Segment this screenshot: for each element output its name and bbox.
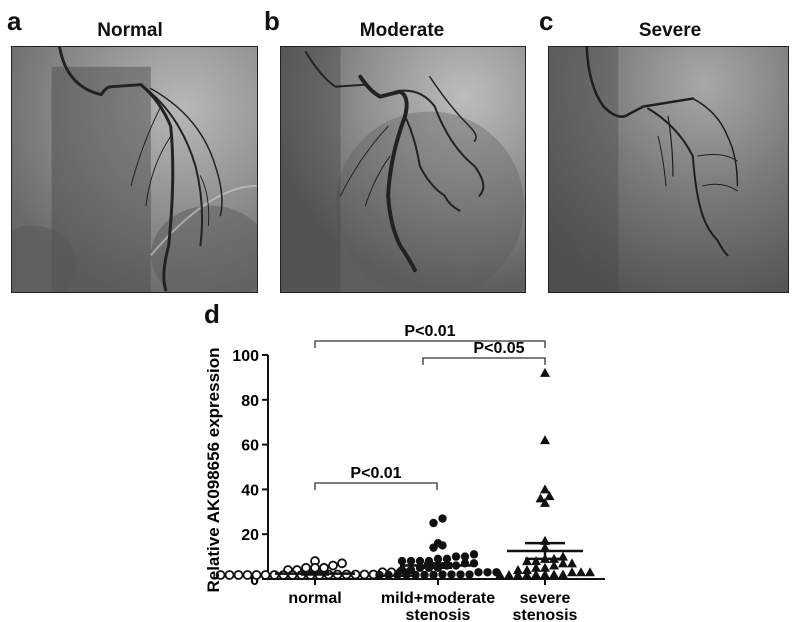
data-point-open-circle	[328, 560, 338, 571]
data-point-triangle	[495, 570, 505, 579]
data-point-open-circle	[359, 569, 370, 580]
panel-title-severe: Severe	[638, 20, 702, 41]
data-point-filled-circle	[393, 570, 402, 580]
panel-letter-d: d	[204, 299, 220, 329]
data-point-triangle	[504, 570, 514, 579]
data-point-filled-circle	[469, 550, 479, 559]
y-tick-label: 0	[250, 572, 259, 589]
y-tick-label: 100	[232, 348, 259, 365]
data-point-triangle	[513, 565, 523, 575]
data-point-triangle	[531, 562, 541, 572]
data-point-triangle	[522, 565, 532, 575]
data-point-triangle	[558, 558, 568, 568]
panel-title-normal: Normal	[97, 20, 163, 41]
y-tick-label: 60	[241, 438, 259, 455]
data-points	[215, 367, 595, 580]
panel-title-moderate: Moderate	[359, 20, 445, 41]
data-point-filled-circle	[375, 570, 384, 580]
data-point-filled-circle	[415, 556, 425, 566]
data-point-filled-circle	[456, 570, 465, 579]
data-point-filled-circle	[438, 514, 447, 523]
data-point-filled-circle	[402, 570, 411, 580]
y-tick-label: 20	[241, 527, 259, 544]
data-point-triangle	[585, 567, 595, 577]
data-point-filled-circle	[442, 554, 452, 564]
significance-brackets: P<0.01 P<0.05 P<0.01	[314, 323, 546, 490]
data-point-filled-circle	[447, 570, 456, 579]
x-category-label: mild+moderate	[381, 590, 495, 607]
data-point-filled-circle	[384, 570, 393, 580]
x-category-label: stenosis	[513, 607, 578, 622]
p-value-label: P<0.01	[350, 465, 401, 482]
data-point-filled-circle	[406, 556, 416, 566]
p-value-label: P<0.05	[473, 340, 524, 357]
data-point-filled-circle	[397, 556, 407, 566]
data-point-filled-circle	[438, 541, 447, 550]
y-axis-label: Relative AK098656 expression	[204, 347, 223, 592]
data-point-open-circle	[233, 570, 244, 580]
data-point-triangle	[522, 570, 532, 579]
y-tick-label: 40	[241, 482, 259, 499]
y-axis: 0 20 40 60 80 100	[232, 348, 269, 589]
data-point-triangle	[540, 367, 550, 377]
data-point-filled-circle	[429, 543, 438, 552]
data-point-filled-circle	[429, 570, 438, 580]
significance-bracket	[314, 482, 438, 490]
data-point-open-circle	[242, 570, 253, 580]
x-axis: normal mild+moderatestenosisseverestenosi…	[268, 578, 605, 622]
data-point-triangle	[540, 435, 550, 445]
x-category-label: normal	[288, 590, 341, 607]
data-point-open-circle	[278, 570, 289, 580]
data-point-triangle	[540, 484, 550, 494]
data-point-triangle	[558, 569, 568, 579]
data-point-open-circle	[215, 570, 226, 580]
data-point-triangle	[540, 562, 550, 572]
data-point-triangle	[544, 491, 555, 501]
data-point-open-circle	[224, 570, 235, 580]
data-point-filled-circle	[460, 552, 470, 561]
data-point-triangle	[540, 497, 550, 507]
angiogram-normal-image	[11, 46, 258, 293]
panel-letter-b: b	[264, 6, 280, 36]
significance-bracket	[314, 340, 546, 348]
data-point-triangle	[531, 569, 541, 579]
data-point-triangle	[531, 556, 541, 566]
data-point-open-circle	[287, 570, 298, 580]
data-point-triangle	[522, 556, 532, 566]
data-point-triangle	[576, 567, 586, 577]
data-point-triangle	[540, 569, 550, 579]
data-point-triangle	[567, 567, 577, 577]
x-category-label: severe	[520, 590, 571, 607]
data-point-triangle	[549, 569, 559, 579]
angiogram-moderate-image	[280, 46, 526, 293]
data-point-filled-circle	[433, 554, 443, 564]
y-tick-label: 80	[241, 393, 259, 410]
data-point-filled-circle	[451, 552, 461, 561]
data-point-open-circle	[269, 570, 280, 580]
data-point-filled-circle	[429, 518, 438, 528]
data-point-open-circle	[251, 570, 262, 580]
data-point-open-circle	[337, 558, 347, 569]
data-point-triangle	[567, 558, 577, 568]
data-point-triangle	[535, 493, 546, 503]
data-point-filled-circle	[465, 570, 474, 579]
p-value-label: P<0.01	[404, 323, 455, 340]
mean-sem-bars	[275, 541, 583, 576]
data-point-filled-circle	[474, 568, 483, 577]
angiogram-severe-image	[548, 46, 789, 293]
data-point-filled-circle	[411, 570, 420, 580]
data-point-triangle	[549, 560, 559, 570]
x-category-label: stenosis	[406, 607, 471, 622]
data-point-triangle	[513, 570, 523, 579]
data-point-filled-circle	[420, 570, 429, 580]
data-point-filled-circle	[438, 570, 447, 579]
significance-bracket	[422, 357, 546, 365]
panel-letter-c: c	[539, 6, 554, 36]
panel-letter-a: a	[7, 6, 22, 36]
data-point-open-circle	[260, 570, 271, 580]
data-point-filled-circle	[483, 568, 492, 577]
